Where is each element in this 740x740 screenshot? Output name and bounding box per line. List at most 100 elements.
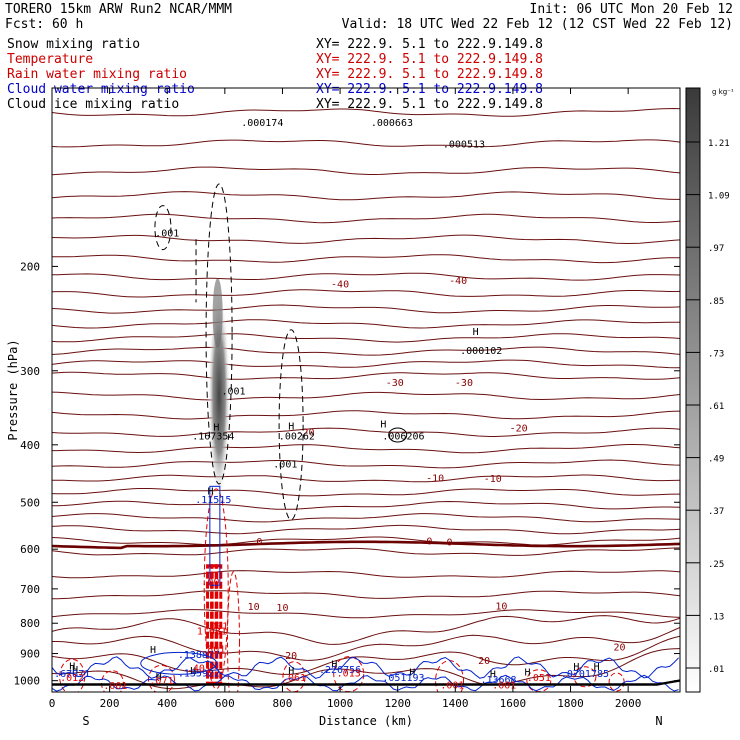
ice-label: .000513 bbox=[443, 139, 485, 150]
direction-north: N bbox=[655, 714, 662, 728]
isotherm-line bbox=[52, 474, 680, 483]
colorbar-label: .61 bbox=[708, 402, 724, 412]
surface-line bbox=[52, 679, 680, 686]
rain-label: .401 bbox=[187, 664, 211, 675]
colorbar: g kg⁻¹ 1.21 1.09 .97 .85 .73 .61 .49 .37 .25 .13.… bbox=[685, 87, 734, 693]
y-tick-label: 200 bbox=[20, 260, 40, 273]
ice-contour bbox=[388, 427, 408, 443]
colorbar-label: 1.09 bbox=[708, 192, 730, 202]
isotherm-line bbox=[52, 609, 680, 619]
isotherm-line bbox=[52, 359, 680, 369]
isotherm-line bbox=[52, 213, 680, 224]
isotherm-line bbox=[52, 547, 680, 556]
isotherm-line bbox=[52, 635, 680, 675]
max-marker: H bbox=[72, 665, 78, 676]
isotherm-line bbox=[52, 107, 680, 117]
isotherm-label: -10 bbox=[426, 473, 444, 484]
isotherm-line bbox=[52, 459, 680, 469]
max-marker: H bbox=[380, 420, 386, 431]
max-marker: H bbox=[288, 666, 294, 677]
isotherm-line bbox=[52, 319, 680, 329]
isotherm-label: -40 bbox=[331, 279, 349, 290]
isotherm-line bbox=[52, 444, 680, 454]
direction-south: S bbox=[82, 714, 89, 728]
isotherm-label: -30 bbox=[455, 378, 473, 389]
isotherm-line bbox=[52, 410, 680, 420]
isotherm-label: 10 bbox=[495, 602, 507, 613]
cloud-water-label: .135922 bbox=[178, 668, 220, 679]
isotherm-label: 0 bbox=[426, 536, 432, 547]
max-marker: H bbox=[69, 662, 75, 673]
colorbar-label: .37 bbox=[708, 507, 724, 517]
max-marker: H bbox=[190, 666, 196, 677]
cloud-water-contour bbox=[52, 656, 679, 679]
cloud-water-contour bbox=[140, 651, 218, 675]
cloud-water-label: .67871 bbox=[54, 669, 90, 680]
x-tick-label: 1800 bbox=[557, 697, 584, 710]
cloud-water-label: .0701785 bbox=[561, 669, 609, 680]
ice-label: .000102 bbox=[460, 346, 502, 357]
isotherm-line bbox=[52, 289, 680, 298]
colorbar-label: .97 bbox=[708, 244, 724, 254]
isotherm-label: 20 bbox=[613, 643, 625, 654]
y-tick-label: 700 bbox=[20, 583, 40, 596]
valid-time: Valid: 18 UTC Wed 22 Feb 12 (12 CST Wed … bbox=[342, 17, 733, 32]
isotherm-line bbox=[52, 304, 680, 314]
x-tick-label: 1200 bbox=[384, 697, 411, 710]
isotherm-line bbox=[52, 536, 680, 546]
freezing-level-line bbox=[52, 540, 680, 550]
snow-label: .001 bbox=[221, 387, 245, 398]
isotherm-line bbox=[52, 272, 680, 281]
ice-label: .006206 bbox=[382, 432, 424, 443]
field-name: Snow mixing ratio bbox=[7, 37, 140, 52]
isotherm-label: -20 bbox=[296, 428, 314, 439]
field-name: Cloud ice mixing ratio bbox=[7, 97, 179, 112]
y-tick-label: 600 bbox=[20, 543, 40, 556]
cloud-ice-plume bbox=[208, 290, 231, 501]
colorbar-label: .49 bbox=[708, 455, 724, 465]
max-marker: H bbox=[490, 669, 496, 680]
colorbar-label: 1.21 bbox=[708, 139, 730, 149]
isotherm-line bbox=[52, 371, 680, 380]
isotherm-label: 20 bbox=[478, 656, 490, 667]
isotherm-label: 10 bbox=[276, 603, 288, 614]
isotherm-line bbox=[52, 615, 680, 645]
y-tick-label: 500 bbox=[20, 496, 40, 509]
snow-contour bbox=[154, 205, 172, 251]
isotherm-line bbox=[52, 346, 680, 356]
ice-label: .00262 bbox=[279, 432, 315, 443]
isotherm-line bbox=[52, 191, 680, 201]
rain-column bbox=[215, 564, 223, 685]
rain-label: .001 bbox=[103, 681, 127, 692]
field-xy: XY= 222.9. 5.1 to 222.9.149.8 bbox=[316, 37, 543, 52]
rain-contour bbox=[59, 658, 86, 692]
cloud-water-contour bbox=[52, 674, 679, 692]
field-xy: XY= 222.9. 5.1 to 222.9.149.8 bbox=[316, 82, 543, 97]
x-axis-label: Distance (km) bbox=[319, 714, 413, 728]
field-xy: XY= 222.9. 5.1 to 222.9.149.8 bbox=[316, 97, 543, 112]
ice-label: .000663 bbox=[371, 118, 413, 129]
colorbar-unit: g kg⁻¹ bbox=[712, 88, 734, 96]
rain-label: .801 bbox=[201, 644, 225, 655]
max-marker: H bbox=[156, 672, 162, 683]
rain-contour bbox=[608, 672, 625, 692]
max-marker: H bbox=[288, 422, 294, 433]
colorbar-label: .85 bbox=[708, 297, 724, 307]
isotherm-line bbox=[52, 166, 680, 176]
isotherm-label: 10 bbox=[248, 602, 260, 613]
x-tick-label: 1600 bbox=[500, 697, 527, 710]
isotherm-line bbox=[52, 488, 680, 497]
header: TORERO 15km ARW Run2 NCAR/MMM Init: 06 U… bbox=[5, 2, 733, 112]
isotherm-line bbox=[52, 500, 680, 510]
max-marker: H bbox=[594, 662, 600, 673]
isotherm-line bbox=[52, 333, 680, 343]
rain-contour bbox=[203, 488, 229, 690]
isotherm-line bbox=[52, 590, 680, 600]
colorbar-label: .01 bbox=[708, 665, 724, 675]
isotherm-label: 20 bbox=[285, 651, 297, 662]
isotherm-label: 0 bbox=[256, 537, 262, 548]
isotherm-line bbox=[52, 570, 680, 579]
cloud-water-label: .13668 bbox=[480, 675, 516, 686]
